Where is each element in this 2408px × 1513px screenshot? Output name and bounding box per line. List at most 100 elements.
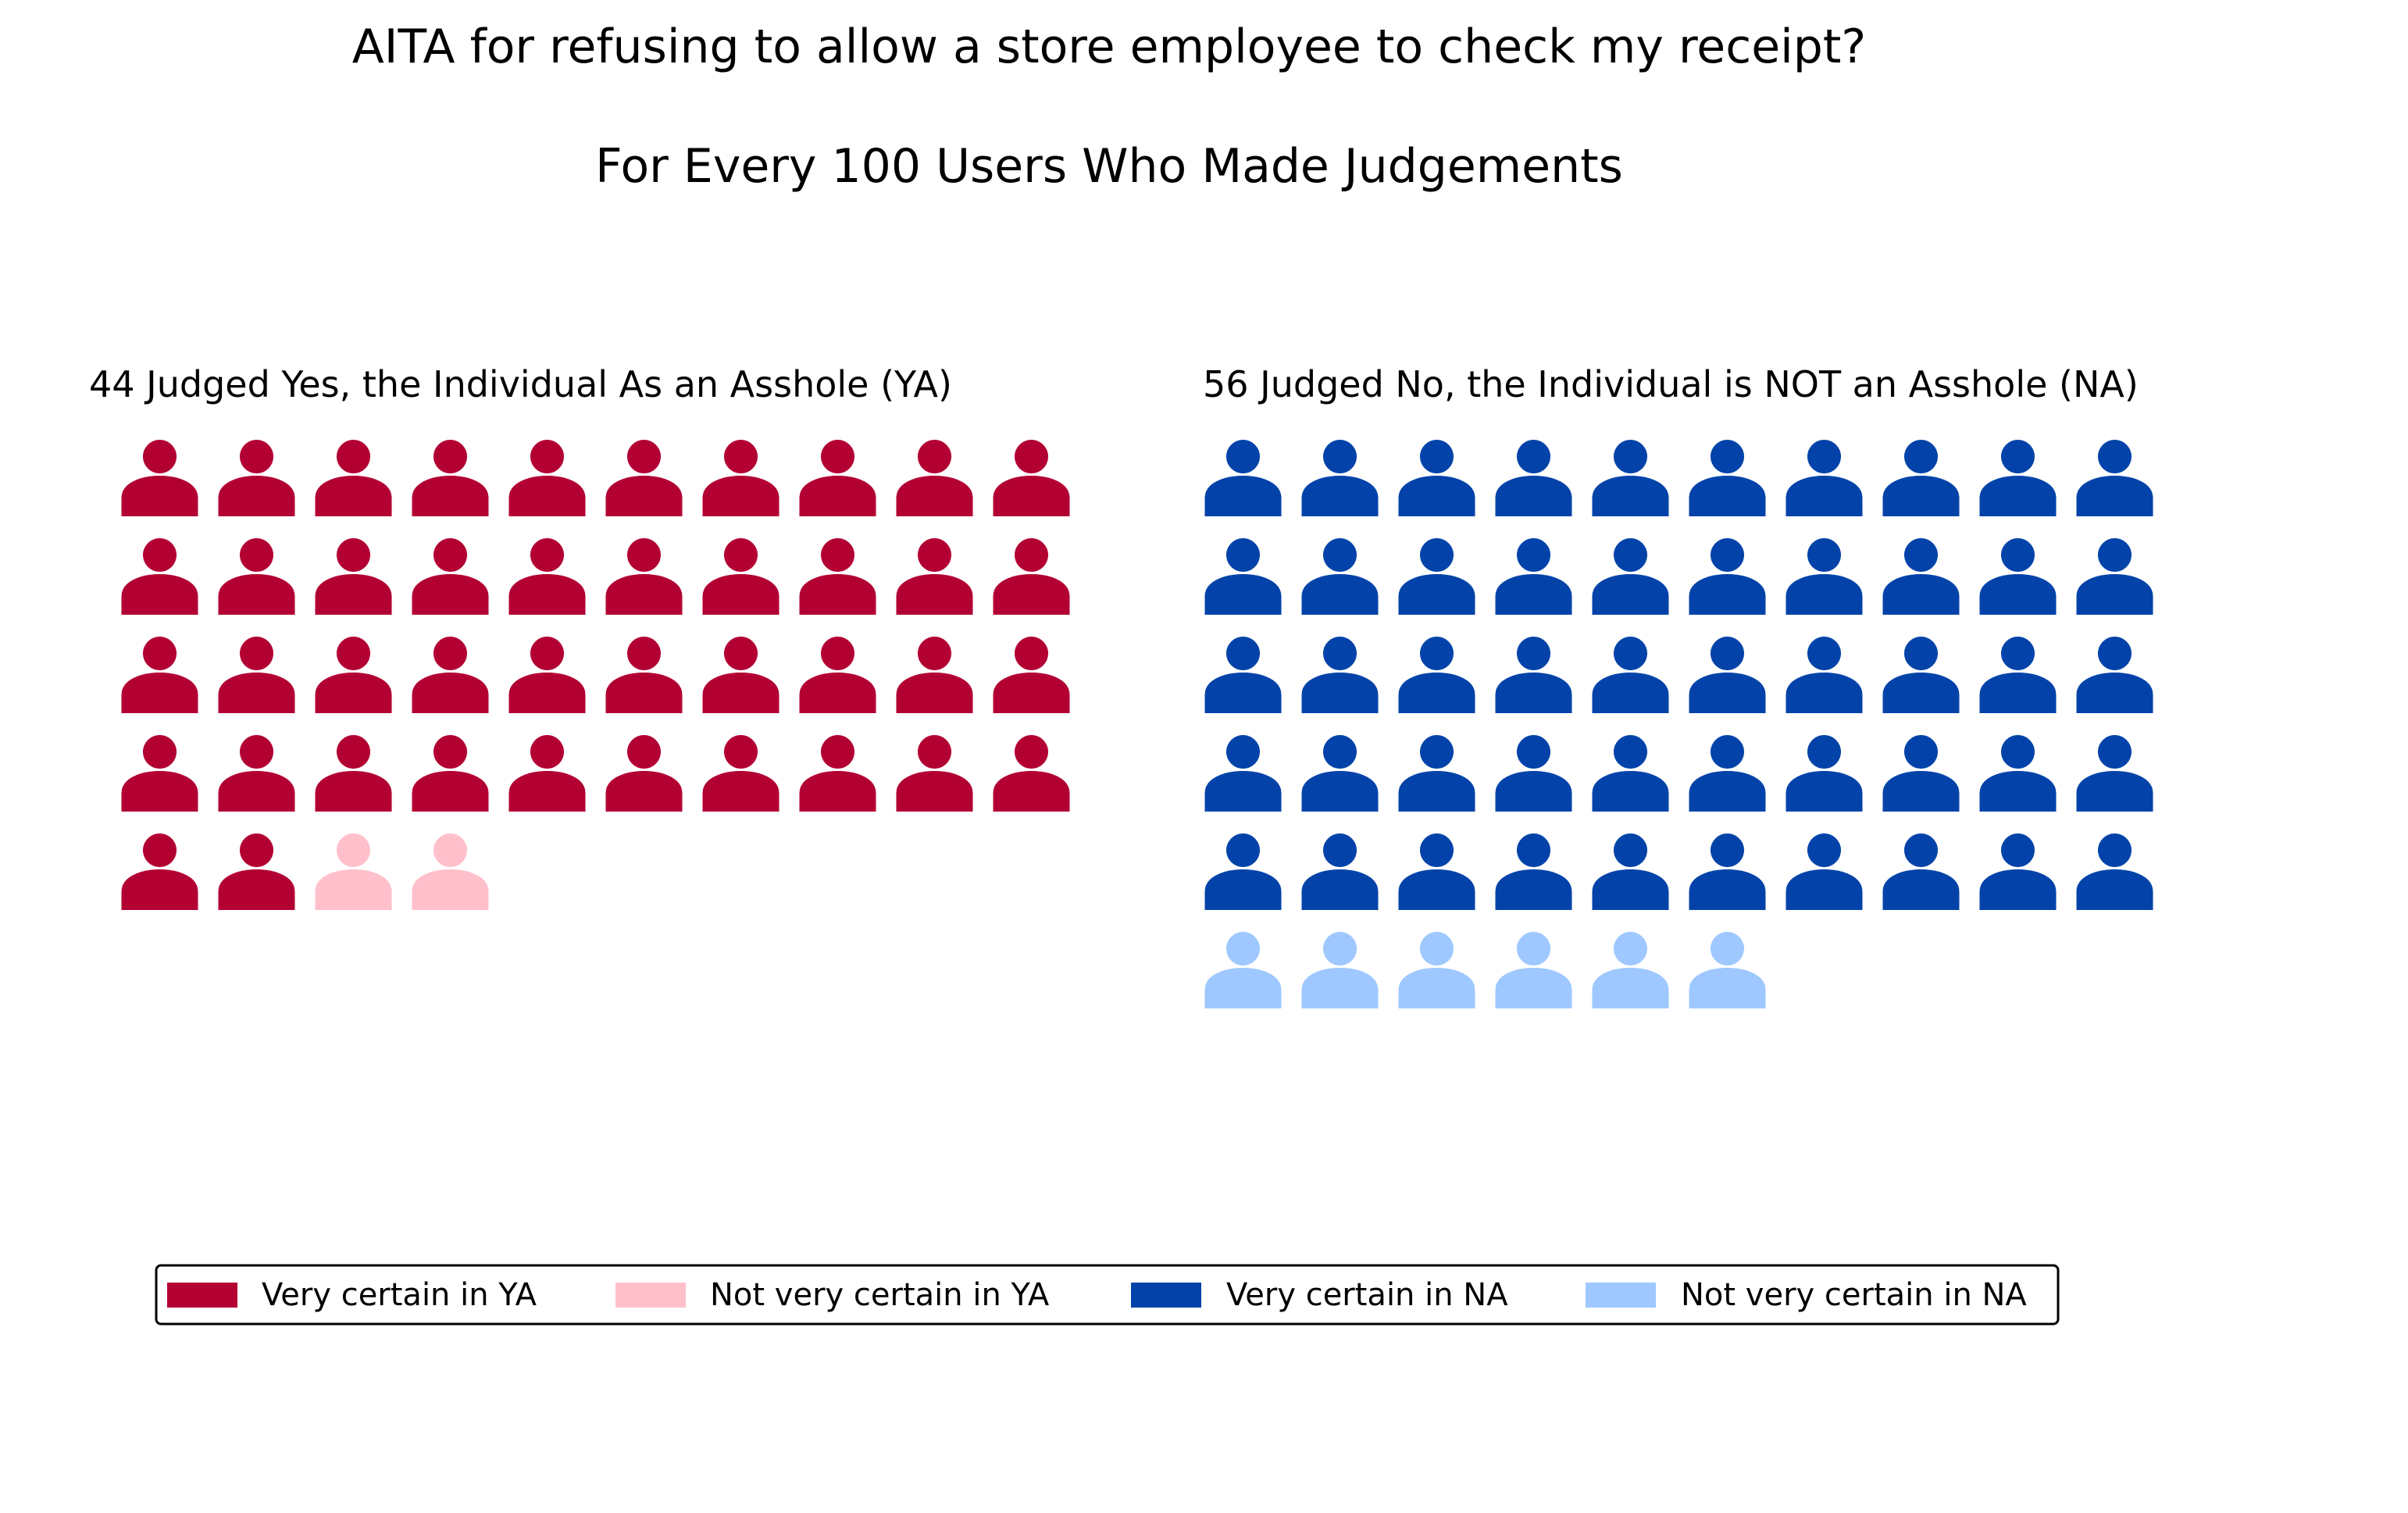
person-icon-na-very-certain bbox=[1204, 538, 1282, 615]
person-icon-na-not-very-certain bbox=[1592, 932, 1669, 1008]
person-icon-ya-very-certain bbox=[799, 538, 876, 615]
person-icon-ya-very-certain bbox=[508, 538, 586, 615]
person-icon-ya-very-certain bbox=[218, 538, 295, 615]
person-icon-na-very-certain bbox=[1979, 735, 2057, 812]
person-icon-ya-very-certain bbox=[605, 735, 683, 812]
person-icon-na-very-certain bbox=[1204, 833, 1282, 910]
person-icon-na-very-certain bbox=[1204, 637, 1282, 713]
person-icon-na-very-certain bbox=[2076, 735, 2153, 812]
person-icon-na-very-certain bbox=[1785, 637, 1863, 713]
icon-grid-na bbox=[1204, 440, 2153, 1008]
legend-swatch-not-very-certain-na bbox=[1586, 1283, 1656, 1308]
person-icon-na-very-certain bbox=[1301, 538, 1379, 615]
person-icon-na-very-certain bbox=[1495, 735, 1572, 812]
legend-swatch-very-certain-ya bbox=[167, 1283, 237, 1308]
person-icon-ya-very-certain bbox=[799, 735, 876, 812]
person-icon-ya-very-certain bbox=[605, 538, 683, 615]
person-icon-na-very-certain bbox=[1785, 735, 1863, 812]
person-icon-na-very-certain bbox=[1301, 735, 1379, 812]
person-icon-ya-very-certain bbox=[218, 637, 295, 713]
person-icon-na-very-certain bbox=[1689, 637, 1766, 713]
person-icon-na-very-certain bbox=[1785, 440, 1863, 516]
person-icon-ya-very-certain bbox=[315, 637, 392, 713]
person-icon-ya-very-certain bbox=[121, 538, 198, 615]
person-icon-na-very-certain bbox=[1592, 440, 1669, 516]
legend-frame bbox=[155, 1264, 2060, 1326]
person-icon-na-very-certain bbox=[1882, 637, 1960, 713]
person-icon-na-not-very-certain bbox=[1301, 932, 1379, 1008]
person-icon-na-very-certain bbox=[2076, 833, 2153, 910]
person-icon-ya-very-certain bbox=[121, 735, 198, 812]
person-icon-na-very-certain bbox=[1689, 735, 1766, 812]
person-icon-na-not-very-certain bbox=[1398, 932, 1475, 1008]
person-icon-ya-very-certain bbox=[896, 637, 973, 713]
person-icon-ya-very-certain bbox=[702, 735, 779, 812]
person-icon-na-very-certain bbox=[1882, 538, 1960, 615]
person-icon-na-very-certain bbox=[1301, 833, 1379, 910]
person-icon-ya-not-very-certain bbox=[412, 833, 489, 910]
person-icon-na-very-certain bbox=[1592, 735, 1669, 812]
person-icon-ya-very-certain bbox=[702, 538, 779, 615]
person-icon-na-very-certain bbox=[1689, 538, 1766, 615]
person-icon-ya-very-certain bbox=[896, 735, 973, 812]
person-icon-ya-very-certain bbox=[605, 440, 683, 516]
person-icon-ya-very-certain bbox=[993, 637, 1070, 713]
person-icon-na-not-very-certain bbox=[1204, 932, 1282, 1008]
person-icon-ya-not-very-certain bbox=[315, 833, 392, 910]
person-icon-na-very-certain bbox=[1592, 637, 1669, 713]
legend: Very certain in YA Not very certain in Y… bbox=[155, 1264, 2060, 1326]
person-icon-na-very-certain bbox=[1592, 833, 1669, 910]
person-icon-na-very-certain bbox=[1204, 735, 1282, 812]
person-icon-ya-very-certain bbox=[508, 440, 586, 516]
person-icon-na-very-certain bbox=[1785, 538, 1863, 615]
person-icon-na-very-certain bbox=[1398, 735, 1475, 812]
legend-label-not-very-certain-na: Not very certain in NA bbox=[1681, 1277, 2027, 1313]
person-icon-ya-very-certain bbox=[412, 637, 489, 713]
person-icon-na-very-certain bbox=[1979, 538, 2057, 615]
person-icon-ya-very-certain bbox=[799, 440, 876, 516]
person-icon-ya-very-certain bbox=[218, 833, 295, 910]
person-icon-na-very-certain bbox=[1398, 833, 1475, 910]
chart-subtitle: For Every 100 Users Who Made Judgements bbox=[595, 139, 1623, 194]
legend-swatch-not-very-certain-ya bbox=[615, 1283, 686, 1308]
person-icon-ya-very-certain bbox=[412, 735, 489, 812]
person-icon-ya-very-certain bbox=[993, 735, 1070, 812]
person-icon-na-not-very-certain bbox=[1495, 932, 1572, 1008]
person-icon-na-very-certain bbox=[1689, 833, 1766, 910]
person-icon-na-very-certain bbox=[2076, 538, 2153, 615]
panel-title-na: 56 Judged No, the Individual is NOT an A… bbox=[1203, 363, 2139, 405]
person-icon-ya-very-certain bbox=[412, 440, 489, 516]
person-icon-ya-very-certain bbox=[508, 637, 586, 713]
person-icon-na-very-certain bbox=[1398, 538, 1475, 615]
person-icon-ya-very-certain bbox=[993, 440, 1070, 516]
person-icon-ya-very-certain bbox=[315, 735, 392, 812]
person-icon-na-very-certain bbox=[1979, 833, 2057, 910]
person-icon-na-very-certain bbox=[1592, 538, 1669, 615]
person-icon-na-very-certain bbox=[1689, 440, 1766, 516]
person-icon-ya-very-certain bbox=[896, 440, 973, 516]
chart-title: AITA for refusing to allow a store emplo… bbox=[352, 20, 1867, 74]
person-icon-na-very-certain bbox=[1495, 440, 1572, 516]
person-icon-na-very-certain bbox=[1979, 637, 2057, 713]
person-icon-ya-very-certain bbox=[412, 538, 489, 615]
legend-swatch-very-certain-na bbox=[1131, 1283, 1201, 1308]
person-icon-na-very-certain bbox=[1785, 833, 1863, 910]
person-icon-ya-very-certain bbox=[508, 735, 586, 812]
person-icon-na-very-certain bbox=[1882, 833, 1960, 910]
person-icon-na-very-certain bbox=[1398, 637, 1475, 713]
person-icon-ya-very-certain bbox=[218, 735, 295, 812]
person-icon-na-very-certain bbox=[1495, 538, 1572, 615]
person-icon-na-very-certain bbox=[1301, 637, 1379, 713]
person-icon-ya-very-certain bbox=[218, 440, 295, 516]
person-icon-na-very-certain bbox=[2076, 637, 2153, 713]
person-icon-na-very-certain bbox=[1882, 735, 1960, 812]
person-icon-na-very-certain bbox=[2076, 440, 2153, 516]
person-icon-na-not-very-certain bbox=[1689, 932, 1766, 1008]
person-icon-ya-very-certain bbox=[799, 637, 876, 713]
person-icon-ya-very-certain bbox=[315, 440, 392, 516]
legend-label-very-certain-ya: Very certain in YA bbox=[262, 1277, 537, 1313]
person-icon-na-very-certain bbox=[1398, 440, 1475, 516]
person-icon-na-very-certain bbox=[1495, 833, 1572, 910]
person-icon-ya-very-certain bbox=[993, 538, 1070, 615]
